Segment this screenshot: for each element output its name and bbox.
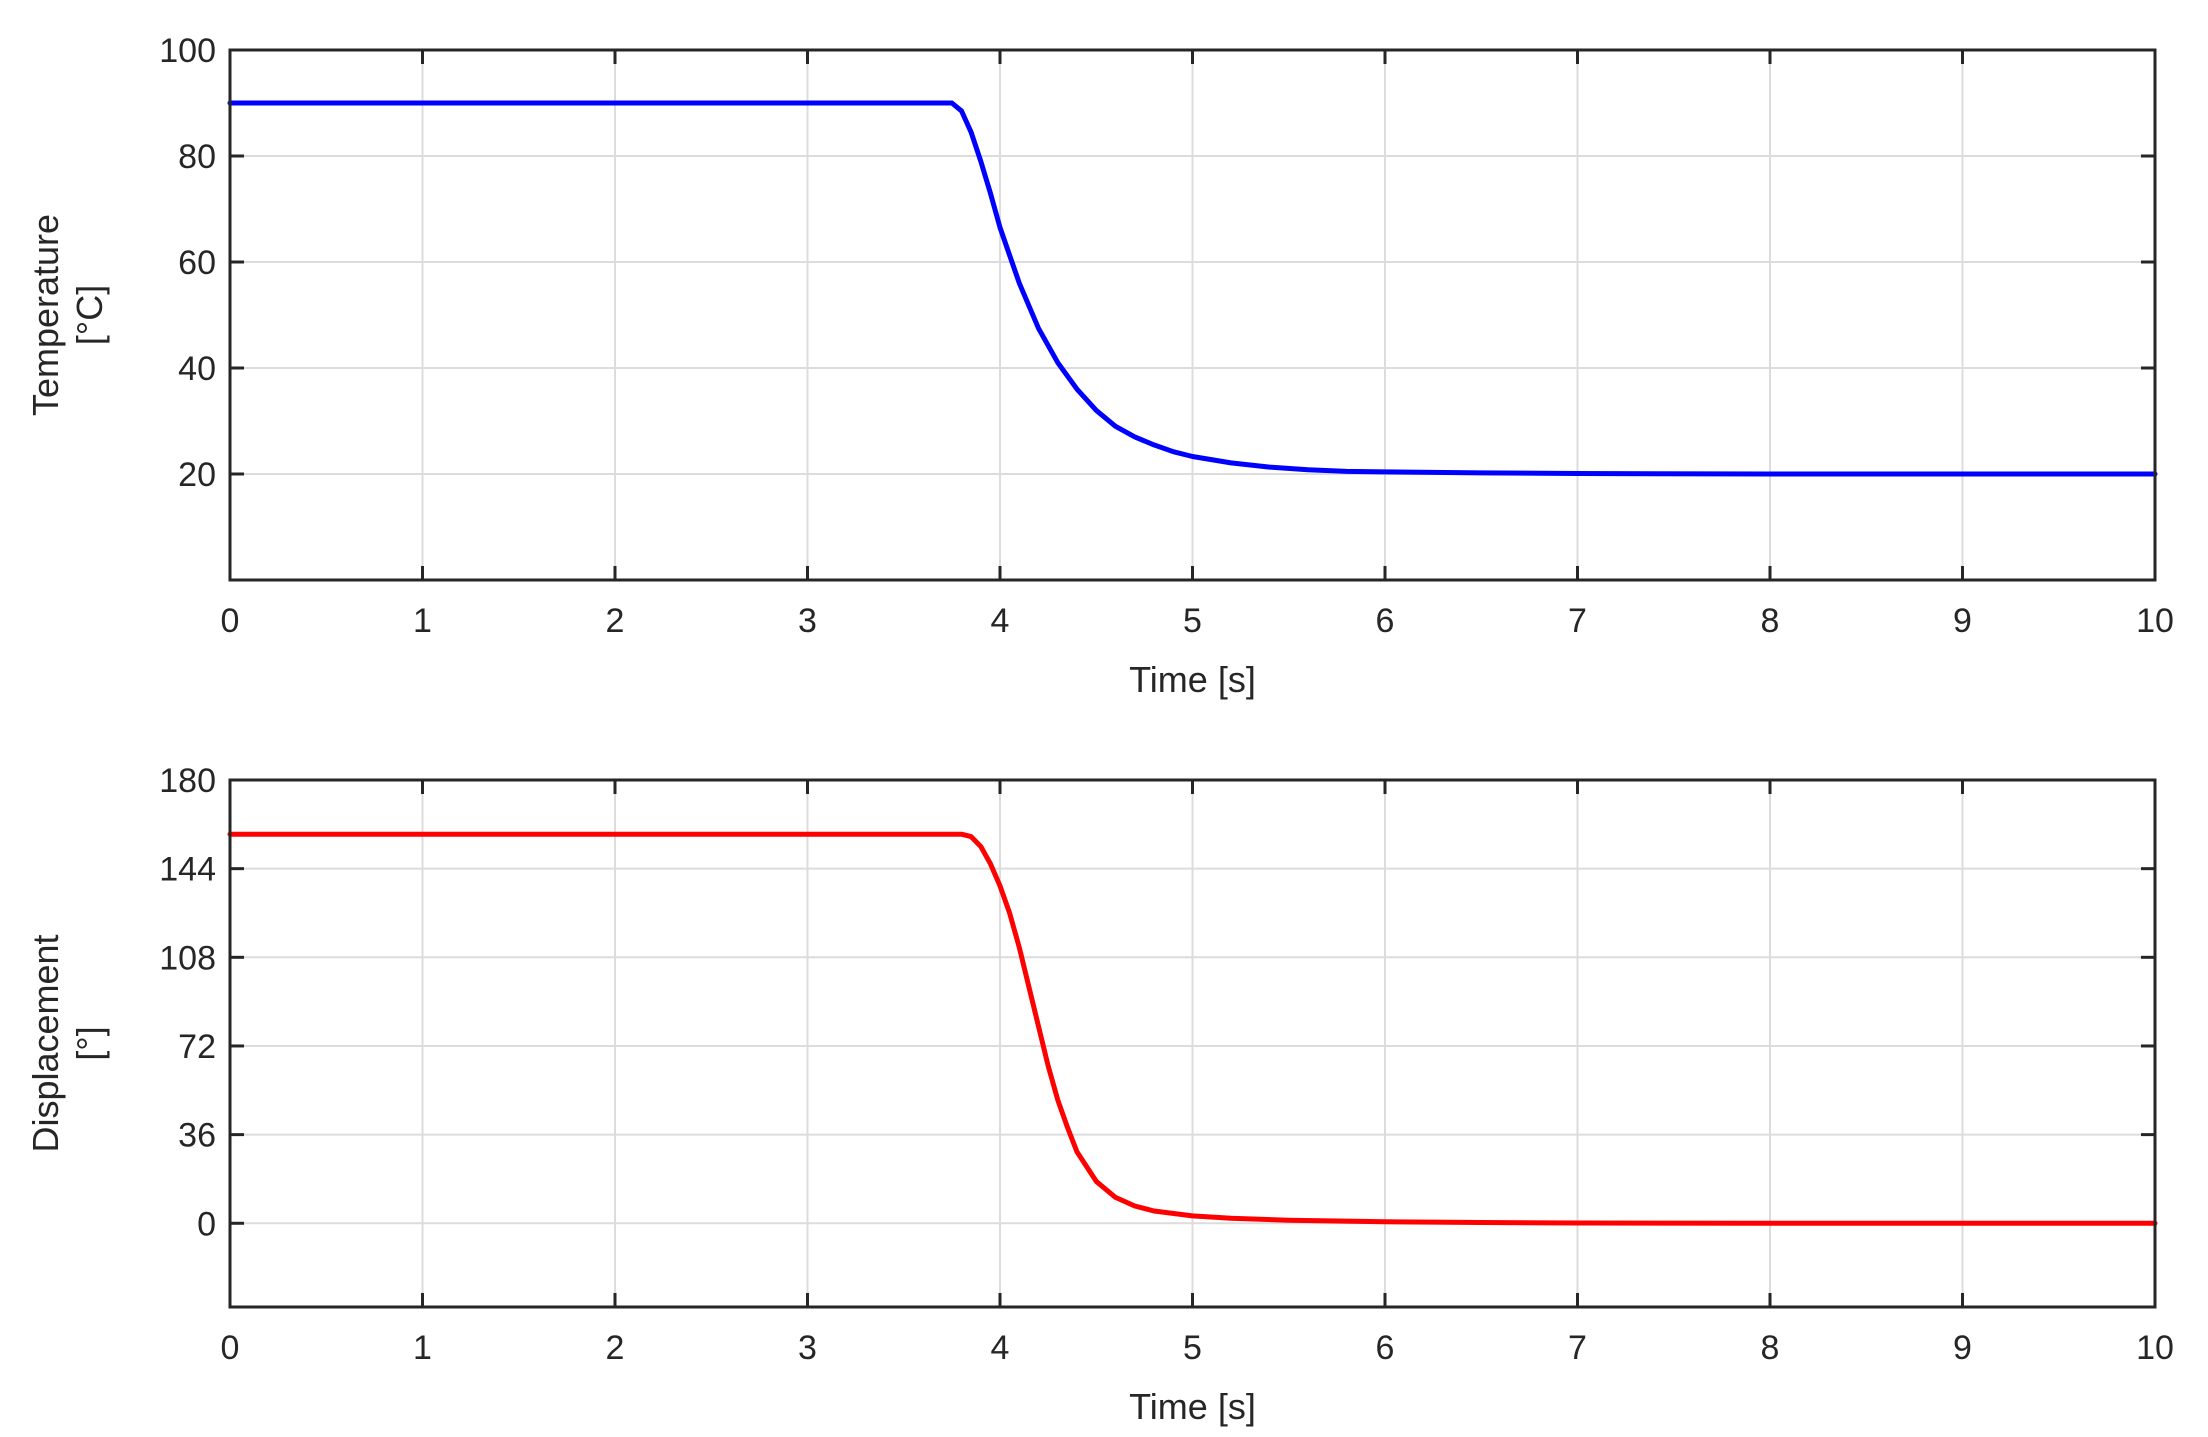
x-tick-label: 9 <box>1953 602 1972 640</box>
y-tick-label: 180 <box>159 762 216 800</box>
x-tick-label: 7 <box>1568 1329 1587 1367</box>
x-tick-label: 7 <box>1568 602 1587 640</box>
x-tick-label: 8 <box>1761 1329 1780 1367</box>
temperature-series-line <box>227 100 2158 477</box>
y-axis-title-line: Temperature <box>25 214 66 416</box>
y-axis-title-line: [°C] <box>69 285 110 345</box>
x-tick-label: 0 <box>221 1329 240 1367</box>
x-tick-label: 6 <box>1376 1329 1395 1367</box>
displacement-chart: 0 1 2 3 4 5 6 7 8 9 10 0 36 72 108 144 180 Time [s] Displa… <box>25 762 2174 1427</box>
y-tick-label: 144 <box>159 851 216 889</box>
y-axis-title-line: Displacement <box>25 934 66 1152</box>
displacement-series-line <box>227 831 2158 1226</box>
y-tick-label: 60 <box>178 244 216 282</box>
x-axis-title: Time [s] <box>1129 659 1256 700</box>
x-tick-label: 10 <box>2136 1329 2174 1367</box>
x-tick-label: 8 <box>1761 602 1780 640</box>
x-tick-label: 10 <box>2136 602 2174 640</box>
y-axis-title-line: [°] <box>69 1026 110 1060</box>
x-tick-label: 2 <box>606 602 625 640</box>
y-tick-label: 100 <box>159 32 216 70</box>
x-tick-label: 2 <box>606 1329 625 1367</box>
y-tick-label: 108 <box>159 939 216 977</box>
x-tick-label: 3 <box>798 602 817 640</box>
plot-frame <box>228 48 2157 582</box>
x-tick-label: 9 <box>1953 1329 1972 1367</box>
x-tick-label: 3 <box>798 1329 817 1367</box>
y-tick-label: 80 <box>178 138 216 176</box>
temperature-chart: 0 1 2 3 4 5 6 7 8 9 10 20 40 60 80 100 Time [s] Temperatu… <box>25 32 2174 700</box>
x-tick-label: 0 <box>221 602 240 640</box>
y-axis-title: Temperature[°C] <box>25 214 110 416</box>
x-tick-label: 1 <box>413 602 432 640</box>
x-tick-label: 5 <box>1183 602 1202 640</box>
x-tick-label: 4 <box>991 1329 1010 1367</box>
x-tick-label: 5 <box>1183 1329 1202 1367</box>
plot-frame <box>228 778 2157 1309</box>
x-axis-title: Time [s] <box>1129 1386 1256 1427</box>
x-tick-label: 1 <box>413 1329 432 1367</box>
y-tick-label: 0 <box>197 1205 216 1243</box>
y-axis-title: Displacement[°] <box>25 934 110 1152</box>
x-tick-label: 4 <box>991 602 1010 640</box>
y-tick-label: 20 <box>178 456 216 494</box>
y-tick-label: 40 <box>178 350 216 388</box>
y-tick-label: 36 <box>178 1117 216 1155</box>
y-tick-label: 72 <box>178 1028 216 1066</box>
x-tick-label: 6 <box>1376 602 1395 640</box>
